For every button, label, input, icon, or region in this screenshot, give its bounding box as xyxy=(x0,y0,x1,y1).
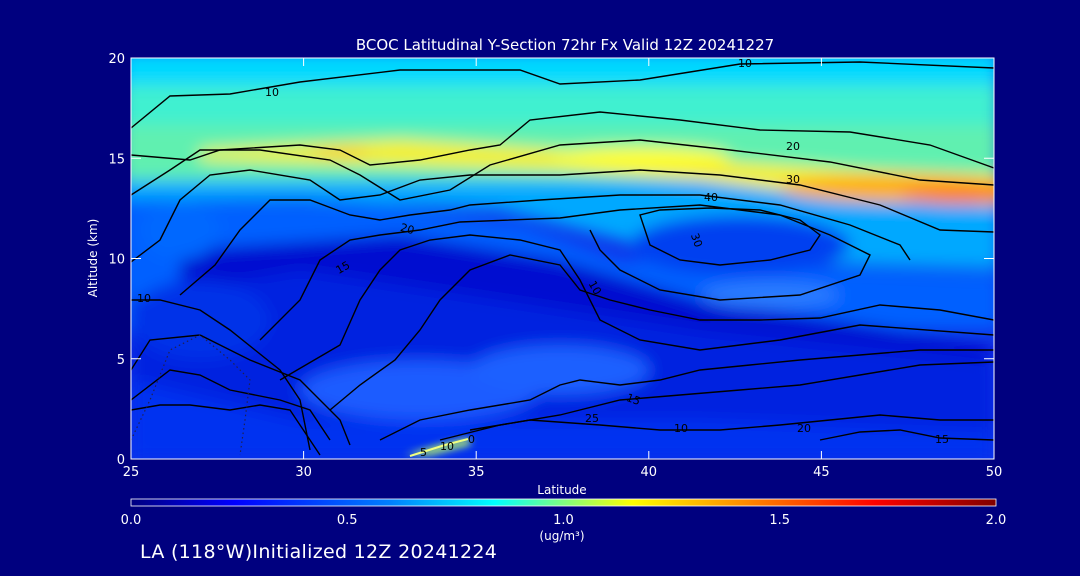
colorbar-tick-label: 1.5 xyxy=(769,513,790,528)
contour-label-10-low: 10 xyxy=(674,422,688,435)
colorbar-tick-label: 1.0 xyxy=(553,513,574,528)
contour-labels: 10 10 20 30 40 30 20 15 10 15 10 25 20 1… xyxy=(137,57,949,459)
x-axis-label: Latitude xyxy=(537,483,586,497)
contour-label-20-right: 20 xyxy=(797,422,811,435)
contour-label-20: 20 xyxy=(786,140,800,153)
y-axis: 0 5 10 15 20 xyxy=(108,52,994,468)
contour-label-30: 30 xyxy=(786,173,800,186)
chart-title: BCOC Latitudinal Y-Section 72hr Fx Valid… xyxy=(356,36,774,54)
contour-label-10-edge: 10 xyxy=(137,292,151,305)
contour-label-10-top: 10 xyxy=(738,57,752,70)
footer-note: LA (118°W)Initialized 12Z 20241224 xyxy=(140,541,498,563)
x-tick-label: 40 xyxy=(641,465,658,480)
contour-label-15-right: 15 xyxy=(935,433,949,446)
y-tick-label: 0 xyxy=(117,453,125,468)
x-tick-label: 30 xyxy=(295,465,312,480)
x-tick-label: 50 xyxy=(986,465,1003,480)
colorbar xyxy=(130,498,997,507)
contour-label-10-left: 10 xyxy=(265,86,279,99)
y-axis-label: Altitude (km) xyxy=(86,219,100,298)
contour-label-5-surface: 5 xyxy=(420,446,427,459)
contour-label-15-left: 15 xyxy=(334,259,353,277)
colorbar-ticks: 0.0 0.5 1.0 1.5 2.0 xyxy=(121,513,1007,528)
y-tick-label: 10 xyxy=(108,253,125,268)
contour-label-10-surface: 10 xyxy=(440,440,454,453)
y-tick-label: 20 xyxy=(108,52,125,67)
x-axis: 25 30 35 40 45 50 xyxy=(123,58,1003,480)
colorbar-tick-label: 2.0 xyxy=(986,513,1007,528)
y-tick-label: 5 xyxy=(117,353,125,368)
contour-label-20-left: 20 xyxy=(399,221,416,237)
colorbar-tick-label: 0.0 xyxy=(121,513,142,528)
contour-label-25-far: 25 xyxy=(585,412,599,425)
contour-lines xyxy=(131,61,994,456)
y-tick-label: 15 xyxy=(108,152,125,167)
contour-label-10-mid: 10 xyxy=(586,279,604,298)
contour-label-30-inner: 30 xyxy=(688,232,705,250)
x-tick-label: 45 xyxy=(813,465,830,480)
colorbar-unit: (ug/m³) xyxy=(539,529,584,543)
colorbar-tick-label: 0.5 xyxy=(337,513,358,528)
x-tick-label: 35 xyxy=(468,465,485,480)
contour-label-15-mid: 15 xyxy=(625,391,643,408)
contour-label-0-surface: 0 xyxy=(468,433,475,446)
contour-label-40: 40 xyxy=(704,191,718,204)
x-tick-label: 25 xyxy=(123,465,140,480)
plot-area xyxy=(131,58,994,459)
